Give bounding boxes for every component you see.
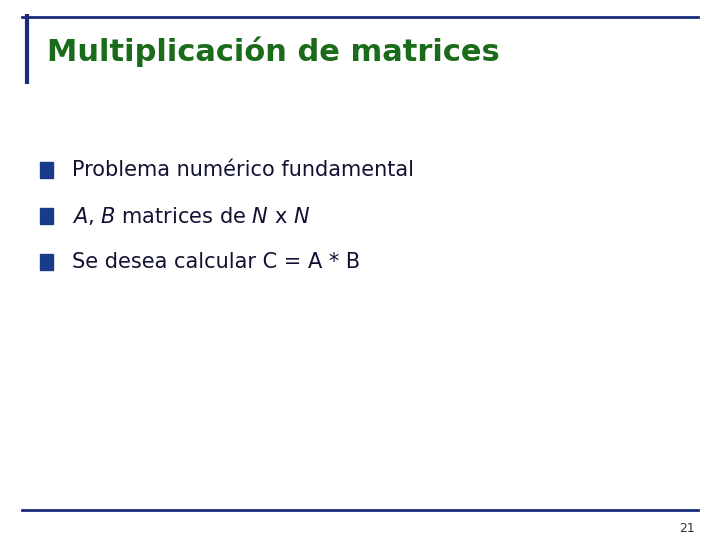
Text: Problema numérico fundamental: Problema numérico fundamental <box>72 160 414 180</box>
FancyBboxPatch shape <box>40 208 53 224</box>
Text: $A$, $B$ matrices de $N$ x $N$: $A$, $B$ matrices de $N$ x $N$ <box>72 205 310 227</box>
Text: 21: 21 <box>679 522 695 535</box>
Text: Se desea calcular C = A * B: Se desea calcular C = A * B <box>72 252 360 272</box>
FancyBboxPatch shape <box>40 254 53 270</box>
FancyBboxPatch shape <box>40 162 53 178</box>
Text: Multiplicación de matrices: Multiplicación de matrices <box>47 36 500 66</box>
